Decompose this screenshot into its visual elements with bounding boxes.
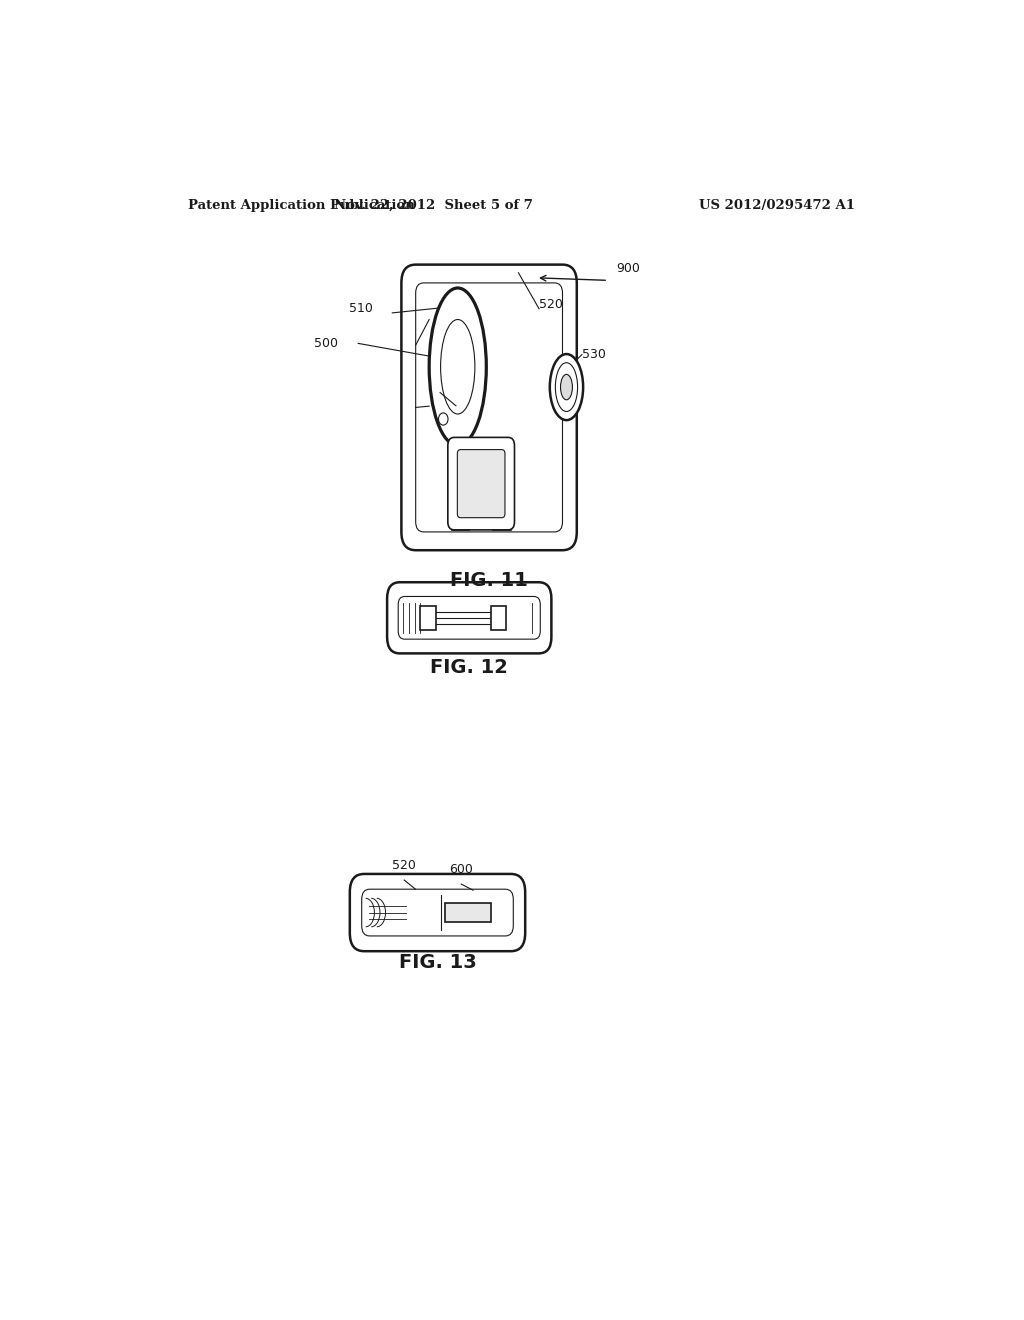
FancyBboxPatch shape — [458, 450, 505, 517]
Text: 520: 520 — [539, 298, 563, 312]
Bar — [420, 606, 435, 630]
Text: FIG. 11: FIG. 11 — [451, 570, 528, 590]
Text: FIG. 13: FIG. 13 — [398, 953, 476, 973]
Text: Patent Application Publication: Patent Application Publication — [187, 199, 415, 213]
Ellipse shape — [560, 375, 572, 400]
Bar — [492, 606, 506, 630]
FancyBboxPatch shape — [401, 264, 577, 550]
Text: 900: 900 — [616, 263, 640, 276]
FancyBboxPatch shape — [350, 874, 525, 952]
Ellipse shape — [555, 363, 578, 412]
Text: US 2012/0295472 A1: US 2012/0295472 A1 — [699, 199, 855, 213]
Text: 600: 600 — [450, 863, 473, 876]
Text: 530: 530 — [582, 348, 606, 362]
Bar — [445, 903, 492, 921]
Text: 500: 500 — [314, 337, 338, 350]
FancyBboxPatch shape — [447, 437, 514, 529]
Circle shape — [438, 413, 449, 425]
Ellipse shape — [440, 319, 475, 414]
Text: FIG. 12: FIG. 12 — [430, 659, 508, 677]
Text: Nov. 22, 2012  Sheet 5 of 7: Nov. 22, 2012 Sheet 5 of 7 — [334, 199, 532, 213]
Ellipse shape — [550, 354, 583, 420]
Ellipse shape — [429, 288, 486, 446]
FancyBboxPatch shape — [387, 582, 551, 653]
Text: 520: 520 — [392, 859, 416, 873]
Text: 510: 510 — [348, 302, 373, 315]
